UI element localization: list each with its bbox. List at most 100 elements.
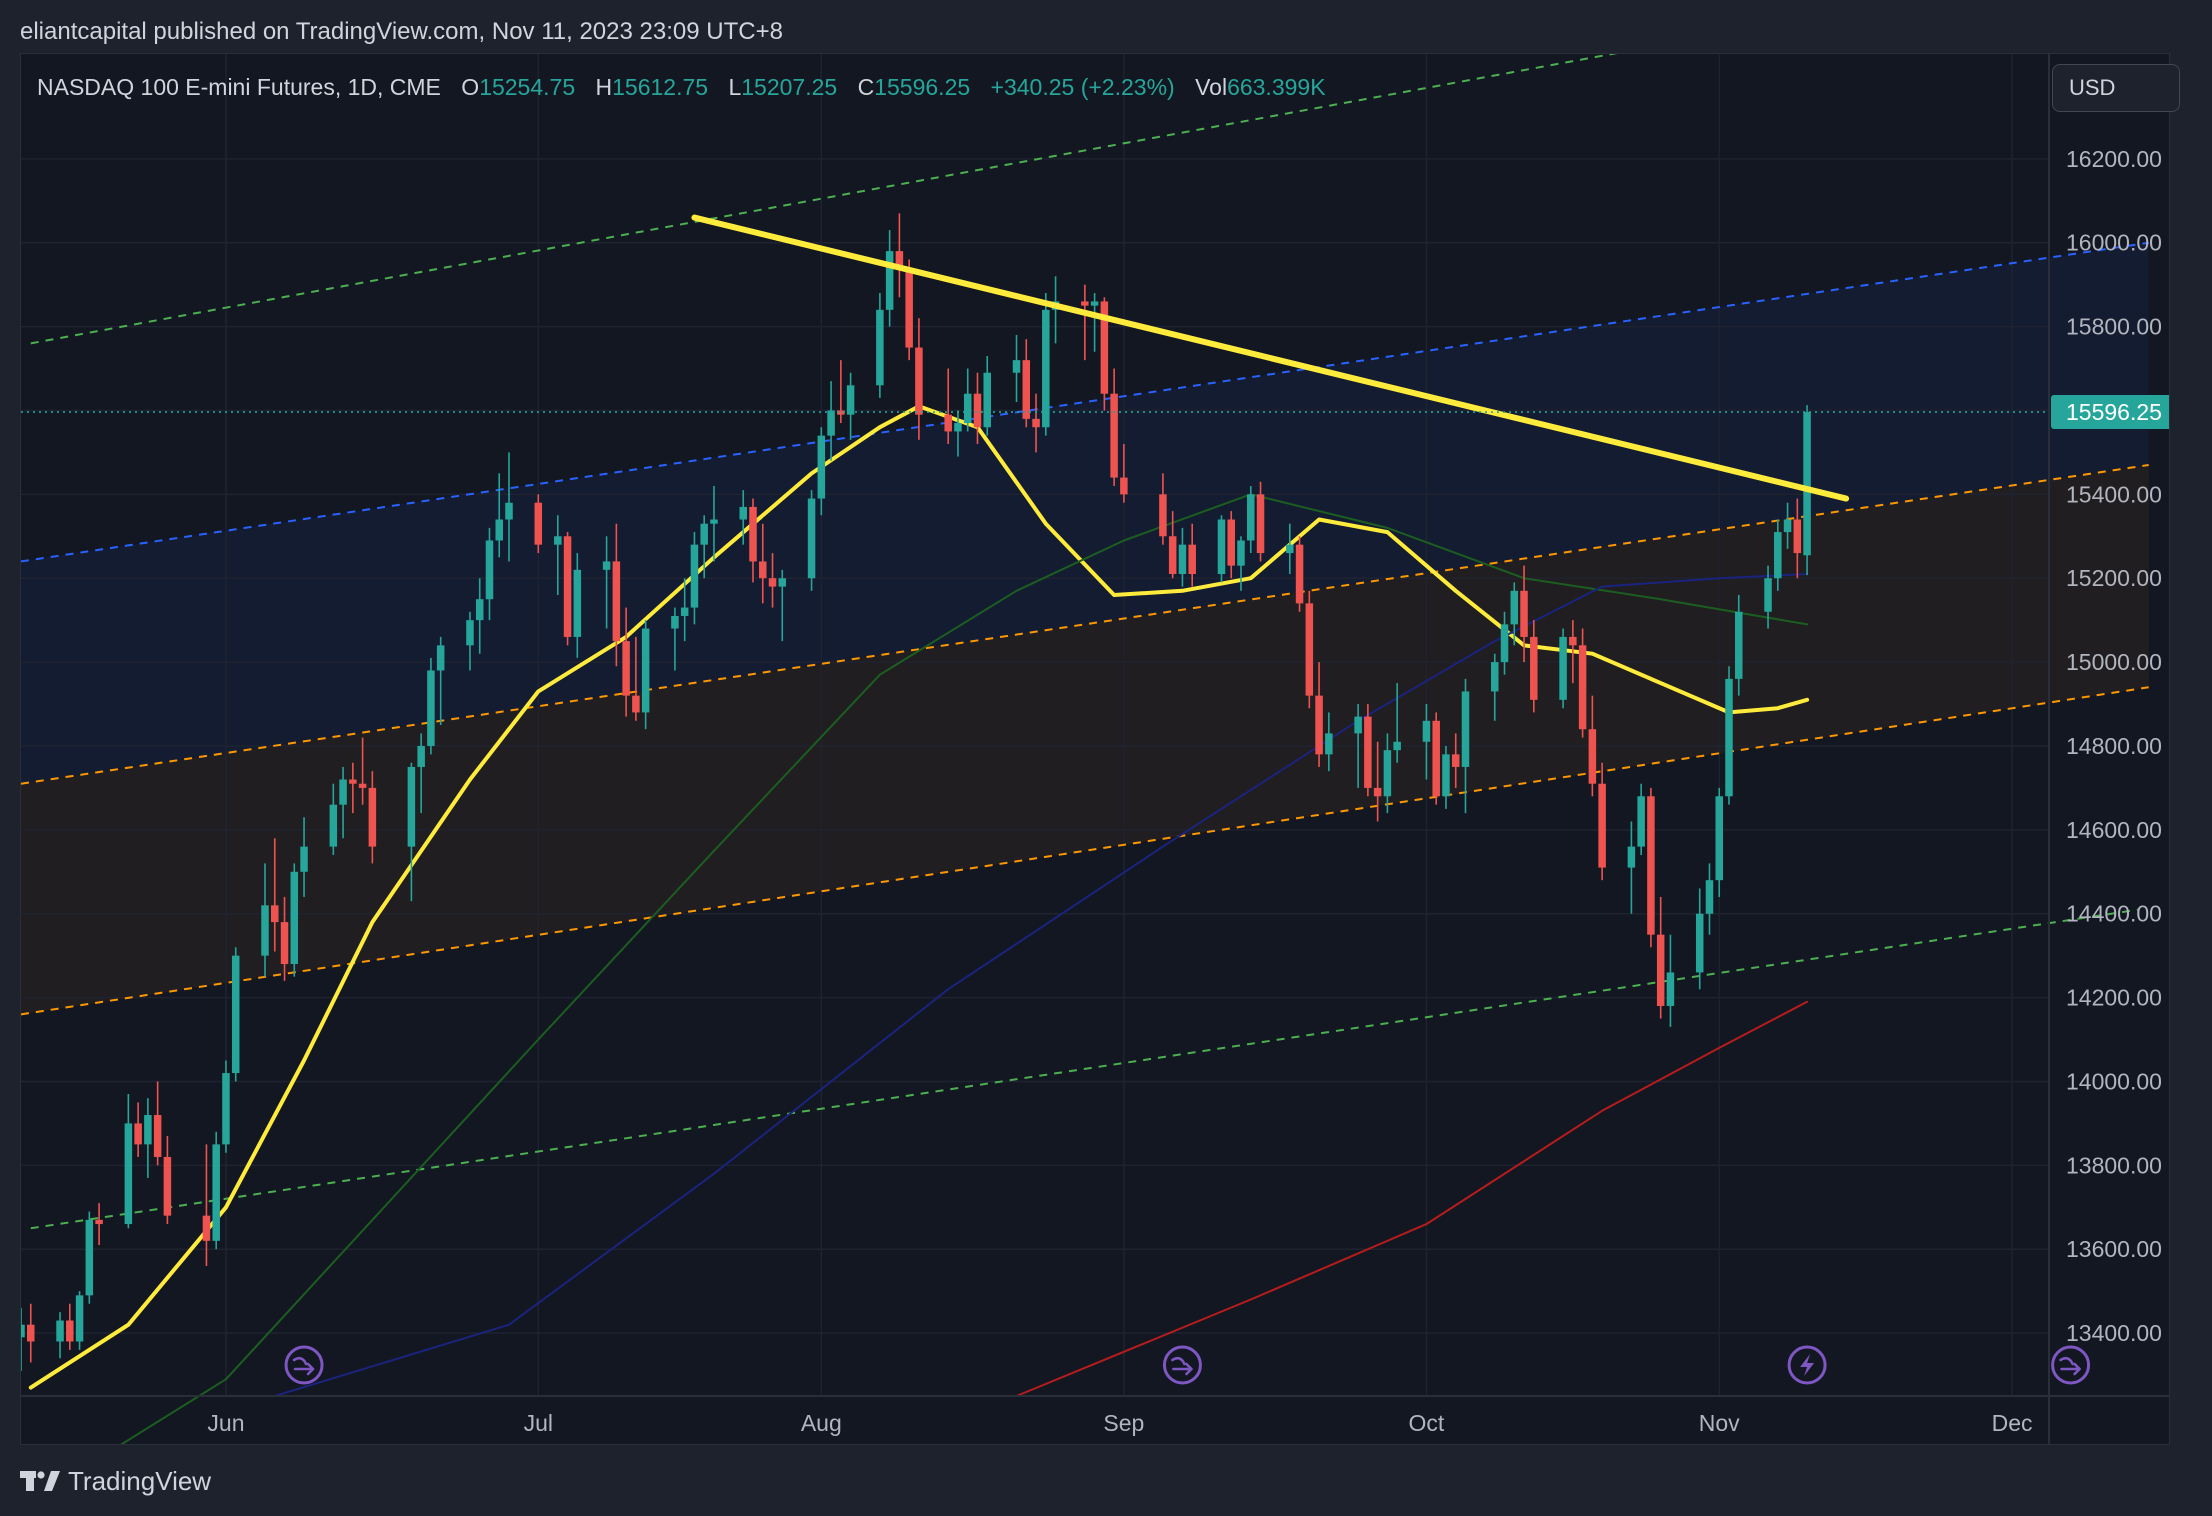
candle-body	[602, 561, 611, 570]
candle-body	[895, 251, 904, 268]
candle-body	[1315, 695, 1323, 755]
candle-body	[1647, 796, 1655, 935]
event-markers	[284, 1345, 2091, 1385]
moving-average-line	[1015, 1000, 1809, 1397]
candle-body	[144, 1115, 152, 1145]
candle-body	[768, 578, 777, 587]
candle-body	[759, 561, 767, 579]
event-marker-ring	[1162, 1345, 1202, 1385]
x-tick-label: Aug	[801, 1410, 842, 1436]
candle-body	[1042, 309, 1050, 428]
x-tick-label: Sep	[1103, 1410, 1144, 1436]
candle-body	[963, 393, 972, 424]
currency-button[interactable]: USD	[2052, 64, 2180, 112]
candle-body	[710, 519, 718, 524]
candle-body	[66, 1320, 74, 1342]
candle-body	[1178, 544, 1187, 575]
candle-body	[485, 540, 494, 600]
candle-body	[222, 1073, 230, 1145]
channel-line	[30, 54, 1618, 345]
candle-body	[505, 502, 513, 520]
y-tick-label: 14000.00	[2066, 1068, 2162, 1094]
candle-body	[1100, 301, 1109, 394]
candle-body	[1383, 750, 1392, 797]
candle-body	[300, 846, 308, 872]
candle-body	[134, 1123, 142, 1145]
high-value: 15612.75	[612, 74, 709, 100]
candle-body	[1286, 544, 1294, 554]
y-tick-label: 14800.00	[2066, 733, 2162, 759]
candle-body	[436, 645, 445, 671]
candle-body	[1666, 972, 1675, 1006]
candle-body	[153, 1115, 162, 1157]
candle-body	[1598, 783, 1606, 868]
lightning-icon	[1787, 1345, 1827, 1385]
candle-body	[846, 385, 855, 415]
y-tick-label: 15000.00	[2066, 649, 2162, 675]
tradingview-brand: TradingView	[68, 1466, 212, 1496]
candle-body	[1364, 716, 1372, 788]
candle-body	[1764, 578, 1772, 612]
candle-body	[954, 423, 962, 432]
candle-body	[573, 569, 582, 637]
candle-body	[1637, 796, 1645, 847]
y-tick-label: 14600.00	[2066, 817, 2162, 843]
y-tick-label: 13600.00	[2066, 1236, 2162, 1262]
candle-body	[1491, 662, 1499, 692]
candle-body	[475, 599, 484, 621]
x-tick-label: Jul	[524, 1410, 553, 1436]
candle-body	[202, 1215, 211, 1241]
candle-body	[1256, 494, 1265, 554]
channel-shading	[21, 242, 2149, 1015]
candle-body	[885, 251, 894, 310]
close-value: 15596.25	[874, 74, 971, 100]
candle-body	[466, 620, 474, 646]
dividend-arrow-glyph	[292, 1356, 315, 1376]
close-label: C	[857, 74, 875, 100]
candle-body	[1120, 477, 1128, 495]
candle-body	[280, 922, 289, 965]
channel-band-orange	[21, 464, 2149, 1015]
candle-body	[983, 372, 991, 428]
candle-body	[690, 544, 699, 608]
tradingview-logo[interactable]: TradingView	[20, 1466, 211, 1497]
candle-body	[358, 783, 367, 788]
candle-body	[622, 641, 630, 696]
channel-line	[21, 463, 2149, 785]
candle-body	[56, 1320, 64, 1342]
candle-body	[778, 578, 787, 587]
candle-body	[749, 506, 757, 562]
chart-panel[interactable]: 13400.00 13600.00 13800.00 14000.00 14200.00…	[20, 53, 2170, 1445]
candle-body	[1559, 636, 1567, 700]
y-tick-label: 16200.00	[2066, 146, 2162, 172]
candle-body	[1012, 360, 1021, 373]
channel-line	[21, 241, 2149, 563]
candle-body	[1725, 678, 1733, 797]
open-label: O	[461, 74, 480, 100]
candle-body	[1578, 645, 1587, 730]
candle-body	[1705, 880, 1714, 914]
candle-body	[1295, 544, 1304, 604]
candle-body	[407, 766, 416, 847]
trendline-group	[21, 214, 2049, 502]
channel-band-blue	[21, 242, 2149, 784]
event-marker-ring	[284, 1345, 324, 1385]
price-chart[interactable]: 13400.00 13600.00 13800.00 14000.00 14200.00…	[21, 54, 2170, 1445]
candle-body	[1168, 536, 1177, 575]
channel-line	[30, 908, 2140, 1230]
candle-body	[876, 309, 884, 386]
candle-body	[1022, 360, 1031, 419]
x-tick-label: Jun	[207, 1410, 244, 1436]
candle-body	[368, 787, 377, 847]
candle-body	[1247, 494, 1255, 541]
x-tick-label: Oct	[1409, 1410, 1445, 1436]
candle-body	[163, 1156, 172, 1216]
y-tick-label: 15400.00	[2066, 481, 2162, 507]
candle-body	[21, 1324, 25, 1338]
candle-body	[212, 1144, 220, 1241]
x-tick-label: Nov	[1699, 1410, 1740, 1436]
publish-caption: eliantcapital published on TradingView.c…	[20, 18, 783, 45]
x-tick-label: Dec	[1992, 1410, 2033, 1436]
candle-body	[944, 414, 952, 432]
dividend-arrow-glyph	[1171, 1356, 1193, 1376]
